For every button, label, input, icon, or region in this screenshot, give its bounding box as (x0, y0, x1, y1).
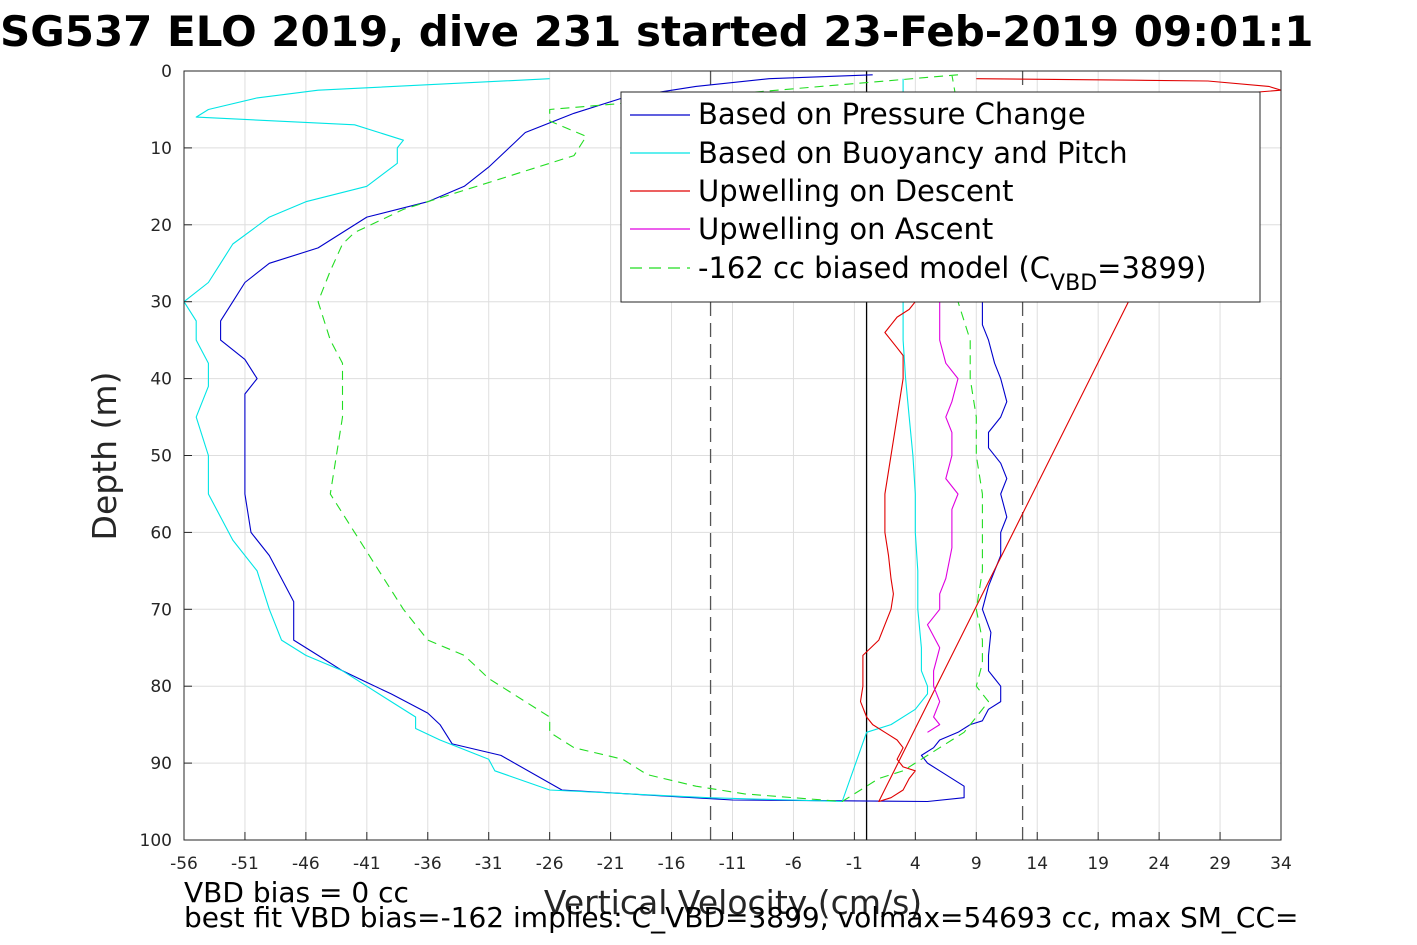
x-tick-label: 4 (910, 854, 921, 874)
legend-swatches (630, 114, 690, 269)
legend-model-suffix: =3899) (1097, 251, 1206, 285)
legend-box (620, 91, 1261, 303)
legend-label-model: -162 cc biased model (CVBD=3899) (698, 251, 1207, 296)
x-tick-label: -26 (536, 854, 564, 874)
series-line-1 (183, 78, 929, 803)
y-tick-label: 60 (150, 523, 172, 543)
x-tick-label: -51 (231, 854, 259, 874)
y-tick-label: 100 (140, 831, 172, 851)
legend-label-ascent: Upwelling on Ascent (698, 212, 993, 246)
series-lines (183, 74, 1282, 803)
y-tick-label: 10 (150, 139, 172, 159)
legend: Based on Pressure Change Based on Buoyan… (620, 91, 1261, 303)
x-tick-label: -6 (785, 854, 802, 874)
series-line-2 (859, 78, 1282, 803)
series-line-0 (220, 74, 1008, 803)
series-line-4 (317, 74, 990, 803)
x-tick-label: 14 (1026, 854, 1048, 874)
x-tick-label: 34 (1270, 854, 1292, 874)
y-tick-label: 90 (150, 754, 172, 774)
y-axis-ticks: 0 10 20 30 40 50 60 70 80 90 100 (140, 62, 192, 851)
legend-label-pressure: Based on Pressure Change (698, 97, 1086, 131)
x-axis-ticks: -56 -51 -46 -41 -36 -31 -26 -21 -16 -11 -6 -1 4 9 14 19… (170, 832, 1292, 874)
x-tick-label: 19 (1087, 854, 1109, 874)
y-tick-label: 0 (161, 62, 172, 82)
y-tick-label: 20 (150, 216, 172, 236)
legend-model-subscript: VBD (1050, 271, 1097, 296)
x-tick-label: -41 (353, 854, 381, 874)
footer-vbd-bias: VBD bias = 0 cc (184, 876, 409, 909)
y-tick-label: 40 (150, 370, 172, 390)
y-tick-label: 80 (150, 677, 172, 697)
legend-label-descent: Upwelling on Descent (698, 174, 1014, 208)
x-tick-label: 24 (1148, 854, 1170, 874)
x-tick-label: -1 (846, 854, 863, 874)
y-tick-label: 30 (150, 293, 172, 313)
series-line-3 (926, 301, 959, 733)
x-tick-label: -11 (719, 854, 747, 874)
x-tick-label: 29 (1209, 854, 1231, 874)
x-axis-label: Vertical Velocity (cm/s) (544, 883, 922, 922)
x-tick-label: -16 (658, 854, 686, 874)
x-tick-label: -21 (597, 854, 625, 874)
x-tick-label: -31 (475, 854, 503, 874)
y-axis-label: Depth (m) (85, 372, 124, 541)
legend-label-buoyancy: Based on Buoyancy and Pitch (698, 136, 1128, 170)
y-tick-label: 50 (150, 447, 172, 467)
footer-best-fit: best fit VBD bias=-162 implies: C_VBD=38… (184, 901, 1299, 934)
chart-title: SG537 ELO 2019, dive 231 started 23-Feb-… (0, 7, 1314, 56)
legend-model-prefix: -162 cc biased model (C (698, 251, 1050, 285)
y-tick-label: 70 (150, 600, 172, 620)
x-tick-label: 9 (971, 854, 982, 874)
x-tick-label: -56 (170, 854, 198, 874)
x-tick-label: -46 (292, 854, 320, 874)
x-tick-label: -36 (414, 854, 442, 874)
